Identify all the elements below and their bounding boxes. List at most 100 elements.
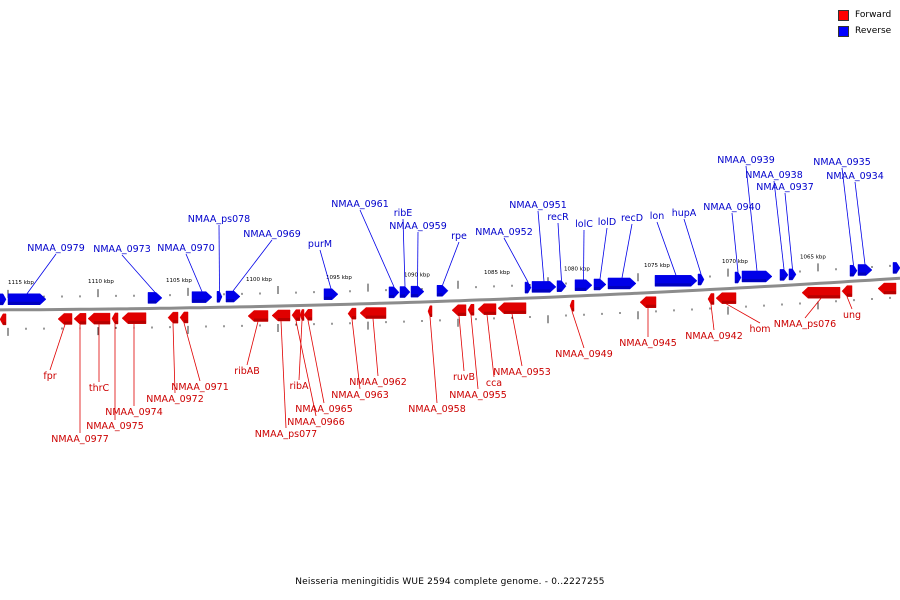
nmaa-0952-gene-shade (525, 290, 528, 294)
ribab-gene-arrow (247, 310, 269, 322)
legend-forward-label: Forward (855, 10, 892, 20)
nmaa-0935-leader (841, 167, 854, 266)
riba-label: ribA (289, 381, 309, 392)
nmaa-0949-gene-shade (572, 308, 574, 312)
nmaa-ps078-label: NMAA_ps078 (188, 214, 250, 225)
nmaa-ps077-label: NMAA_ps077 (255, 429, 317, 440)
edge-right-fwd-gene-shade (884, 291, 896, 295)
nmaa-0972-gene-arrow (167, 311, 179, 324)
nmaa-0958-gene-shade (430, 313, 432, 317)
ruvb-leader (458, 315, 465, 372)
nmaa-0945-gene-shade (646, 304, 656, 308)
legend-forward-swatch (838, 9, 849, 21)
rpe-gene-arrow (436, 285, 449, 297)
ribab-leader (246, 321, 259, 366)
recr-gene-shade (557, 288, 562, 292)
nmaa-ps076-gene-arrow (801, 286, 841, 299)
nmaa-0937-gene-arrow (788, 268, 797, 281)
nmaa-0962-gene-arrow (359, 307, 387, 319)
nmaa-0938-leader (773, 180, 785, 270)
ribe-gene-arrow (399, 286, 411, 298)
nmaa-0935-label: NMAA_0935 (813, 157, 871, 168)
nmaa-0969-gene-arrow (225, 290, 241, 303)
nmaa-0953-gene-shade (504, 310, 526, 314)
ribab-label: ribAB (234, 366, 260, 377)
scale-label: 1070 kbp (722, 259, 748, 265)
cca-leader (486, 314, 495, 378)
lold-gene-arrow (593, 278, 607, 291)
nmaa-0955-gene-arrow (467, 304, 475, 316)
nmaa-0959-gene-arrow (410, 285, 425, 298)
nmaa-0951-gene-arrow (531, 281, 557, 293)
nmaa-0953-gene-arrow (497, 302, 527, 314)
recd-gene-shade (608, 285, 630, 289)
recr-label: recR (547, 212, 569, 223)
purm-leader (319, 249, 332, 289)
legend-reverse-swatch (838, 25, 849, 37)
hupa-label: hupA (672, 208, 697, 219)
scale-label: 1110 kbp (88, 279, 114, 285)
fpr-gene-arrow (57, 313, 73, 325)
scale-label: 1080 kbp (564, 267, 590, 273)
gene-labels: NMAA_0979 NMAA_0973 NMAA_0970 NMAA_ps078 NMA… (27, 155, 884, 445)
nmaa-0970-label: NMAA_0970 (157, 243, 215, 254)
nmaa-0938-label: NMAA_0938 (745, 170, 803, 181)
nmaa-0963-gene-arrow (347, 307, 357, 320)
nmaa-0952-leader (503, 237, 529, 283)
legend-reverse: Reverse (838, 24, 900, 38)
nmaa-0965-leader (307, 320, 325, 404)
nmaa-0951-gene-shade (532, 289, 550, 293)
nmaa-0969-gene-shade (226, 299, 234, 303)
thrc-gene-shade (94, 321, 110, 325)
nmaa-0969-label: NMAA_0969 (243, 229, 301, 240)
recr-gene-arrow (556, 280, 567, 292)
ruvb-label: ruvB (453, 372, 475, 383)
lon-gene-shade (655, 283, 691, 287)
nmaa-0966-gene-arrow (291, 309, 301, 321)
nmaa-0942-gene-arrow (707, 293, 715, 305)
nmaa-0953-label: NMAA_0953 (493, 367, 551, 378)
nmaa-0979-gene-shade (8, 301, 40, 305)
gene-features (0, 262, 900, 326)
scale-label: 1100 kbp (246, 277, 272, 283)
hom-leader (725, 303, 761, 324)
nmaa-0949-gene-arrow (569, 299, 575, 312)
lold-gene-shade (594, 286, 600, 290)
recd-label: recD (621, 213, 643, 224)
ribe-label: ribE (394, 208, 413, 219)
nmaa-0942-leader (710, 304, 715, 331)
lolc-leader (583, 229, 585, 280)
nmaa-0955-leader (470, 315, 479, 390)
nmaa-0961-leader (359, 209, 395, 288)
nmaa-0969-leader (232, 239, 273, 292)
edge-left-gene-arrow (0, 293, 7, 306)
recd-leader (621, 223, 633, 279)
nmaa-0949-label: NMAA_0949 (555, 349, 613, 360)
edge-left-fwd-gene-arrow (0, 313, 7, 326)
nmaa-0939-leader (745, 165, 758, 272)
nmaa-0975-gene-shade (115, 320, 118, 324)
nmaa-0972-gene-shade (173, 320, 178, 324)
fpr-leader (49, 324, 66, 371)
nmaa-0971-gene-shade (184, 319, 188, 323)
nmaa-0965-gene-arrow (303, 309, 313, 321)
nmaa-0973-leader (121, 254, 156, 293)
nmaa-0977-label: NMAA_0977 (51, 434, 109, 445)
recr-leader (557, 222, 562, 281)
nmaa-0966-gene-shade (296, 317, 300, 321)
nmaa-0974-gene-arrow (121, 312, 147, 324)
hupa-leader (683, 218, 702, 275)
nmaa-0940-gene-arrow (734, 271, 742, 284)
nmaa-0945-label: NMAA_0945 (619, 338, 677, 349)
lolc-label: lolC (575, 219, 593, 230)
nmaa-0973-label: NMAA_0973 (93, 244, 151, 255)
thrc-gene-arrow (87, 312, 111, 325)
purm-label: purM (308, 239, 332, 250)
nmaa-0959-leader (417, 231, 419, 287)
nmaa-0958-gene-arrow (427, 305, 433, 317)
nmaa-0940-label: NMAA_0940 (703, 202, 761, 213)
lolc-gene-arrow (574, 279, 593, 291)
riba-leader (298, 320, 303, 381)
nmaa-0934-leader (854, 181, 866, 265)
nmaa-0949-leader (571, 311, 585, 349)
